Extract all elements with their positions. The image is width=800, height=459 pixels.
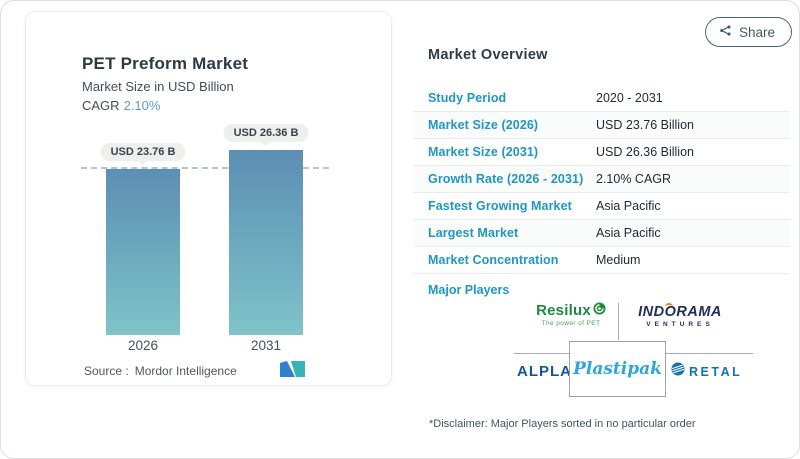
mordor-intelligence-logo-icon <box>280 361 306 382</box>
overview-row-growth-rate: Growth Rate (2026 - 2031) 2.10% CAGR <box>413 166 790 193</box>
retal-logo: RETAL <box>671 362 742 381</box>
row-label: Market Size (2026) <box>428 118 539 132</box>
overview-row-market-size-2031: Market Size (2031) USD 26.36 Billion <box>413 139 790 166</box>
logo-grid-horizontal-line-left <box>514 353 569 354</box>
indorama-wordmark: INDORAMA <box>625 303 735 320</box>
major-players-label: Major Players <box>428 283 510 297</box>
resilux-target-icon <box>593 302 606 319</box>
row-label: Market Concentration <box>428 253 559 267</box>
bar-value-label-2031: USD 26.36 B <box>223 124 309 142</box>
reference-dashed-line <box>81 167 329 169</box>
overview-row-market-concentration: Market Concentration Medium <box>413 247 790 274</box>
alpla-logo: ALPLA <box>517 363 572 380</box>
bar-2026 <box>106 169 180 335</box>
overview-row-largest-market: Largest Market Asia Pacific <box>413 220 790 247</box>
overview-table: Study Period 2020 - 2031 Market Size (20… <box>413 85 790 274</box>
market-chart-card: PET Preform Market Market Size in USD Bi… <box>25 11 392 386</box>
row-value: USD 26.36 Billion <box>596 145 694 159</box>
major-players-disclaimer: *Disclaimer: Major Players sorted in no … <box>429 418 696 430</box>
retal-globe-icon <box>671 362 685 381</box>
source-label: Source : <box>84 364 129 378</box>
indorama-text-post: RAMA <box>676 304 722 320</box>
bar-2031 <box>229 150 303 335</box>
chart-subtitle: Market Size in USD Billion <box>82 79 234 94</box>
retal-wordmark: RETAL <box>689 364 743 379</box>
indorama-letter-o: O <box>664 303 677 320</box>
row-value: 2020 - 2031 <box>596 91 663 105</box>
logo-grid-horizontal-line-right <box>666 353 753 354</box>
chart-header: PET Preform Market Market Size in USD Bi… <box>82 54 248 113</box>
share-nodes-icon <box>718 23 733 41</box>
row-label: Market Size (2031) <box>428 145 539 159</box>
indorama-text-pre: IND <box>638 304 665 320</box>
row-value: Medium <box>596 253 641 267</box>
chart-cagr-line: CAGR 2.10% <box>82 98 248 113</box>
x-axis-label-2031: 2031 <box>250 338 282 353</box>
cagr-label: CAGR <box>82 98 120 113</box>
row-label: Fastest Growing Market <box>428 199 572 213</box>
resilux-logo: Resilux The power of PET <box>521 302 621 327</box>
logo-grid-vertical-divider <box>618 303 619 340</box>
row-label: Study Period <box>428 91 507 105</box>
indorama-ventures-text: VENTURES <box>646 321 714 328</box>
overview-row-study-period: Study Period 2020 - 2031 <box>413 85 790 112</box>
row-label: Growth Rate (2026 - 2031) <box>428 172 584 186</box>
row-value: Asia Pacific <box>596 226 661 240</box>
indorama-ventures-logo: INDORAMA VENTURES <box>625 303 735 328</box>
share-button[interactable]: Share <box>705 17 793 47</box>
x-axis-label-2026: 2026 <box>127 338 159 353</box>
market-overview-panel: Market Overview Study Period 2020 - 2031… <box>413 1 790 458</box>
source-attribution: Source : Mordor Intelligence <box>84 364 237 378</box>
cagr-value: 2.10% <box>123 98 161 113</box>
source-brand: Mordor Intelligence <box>134 364 237 378</box>
row-label: Largest Market <box>428 226 519 240</box>
resilux-tagline: The power of PET <box>541 320 601 327</box>
overview-heading: Market Overview <box>428 47 548 63</box>
row-value: USD 23.76 Billion <box>596 118 694 132</box>
overview-row-fastest-growing-market: Fastest Growing Market Asia Pacific <box>413 193 790 220</box>
plastipak-wordmark: Plastipak <box>573 359 662 379</box>
resilux-wordmark: Resilux <box>536 302 591 319</box>
overview-row-market-size-2026: Market Size (2026) USD 23.76 Billion <box>413 112 790 139</box>
row-value: Asia Pacific <box>596 199 661 213</box>
chart-title: PET Preform Market <box>82 54 249 73</box>
share-button-label: Share <box>739 24 776 40</box>
plastipak-logo-box: Plastipak <box>569 341 666 397</box>
row-value: 2.10% CAGR <box>596 172 672 186</box>
bar-value-label-2026: USD 23.76 B <box>100 143 186 161</box>
